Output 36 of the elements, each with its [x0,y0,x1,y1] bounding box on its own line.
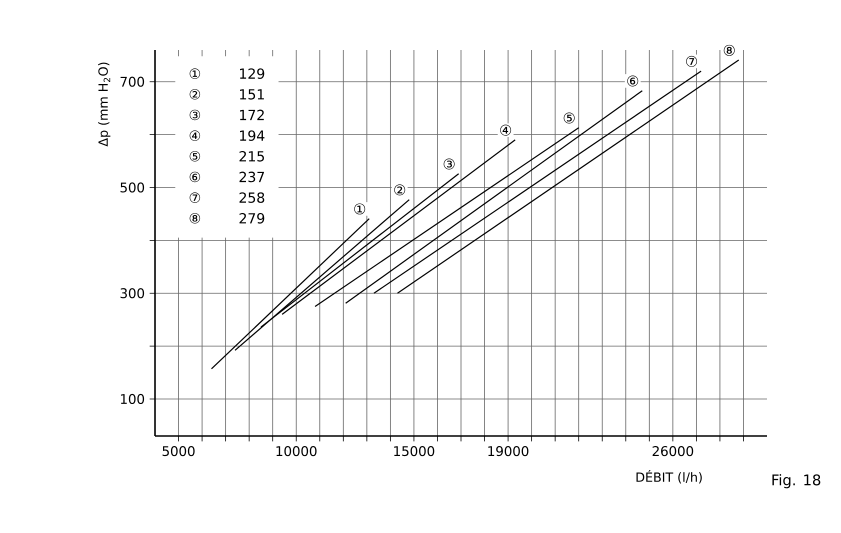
annotation: 172 [240,110,264,120]
x-tick-label: 26000 [652,446,694,456]
annotation: ② [394,184,406,196]
annotation: ③ [190,110,200,120]
annotation: 279 [240,213,264,224]
annotation: ⑦ [686,56,698,67]
annotation: 237 [240,172,264,182]
y-axis-title: Δp (mm H$_{2}$O) [98,62,110,147]
annotation: 194 [240,130,264,141]
annotation: ⑦ [190,192,200,203]
y-tick-label: 500 [120,182,144,193]
annotation: ⑥ [627,75,638,86]
annotation: 258 [240,192,264,203]
annotation: ④ [190,130,200,141]
annotation: ② [190,89,200,100]
annotation: ⑧ [724,44,735,56]
y-tick-label: 700 [120,76,144,87]
x-tick-label: 19000 [488,446,528,456]
x-tick-label: 15000 [394,446,434,456]
x-axis-title: DÉBIT (l/h) [636,470,702,484]
annotation: ⑥ [190,172,200,182]
annotation: ⑧ [190,213,200,224]
annotation: ① [190,68,200,79]
annotation: 129 [240,68,264,79]
x-tick-label: 10000 [276,446,317,456]
annotation: 151 [240,89,264,100]
annotation: ① [354,203,366,214]
y-tick-label: 100 [120,394,144,404]
annotation: ⑤ [564,112,575,124]
annotation: ③ [444,158,455,170]
caption: Fig. 18 [772,474,820,488]
annotation: ④ [500,124,512,136]
y-tick-label: 300 [120,288,144,298]
annotation: ⑤ [190,151,200,162]
annotation: 215 [240,151,264,162]
x-tick-label: 5000 [162,446,195,456]
